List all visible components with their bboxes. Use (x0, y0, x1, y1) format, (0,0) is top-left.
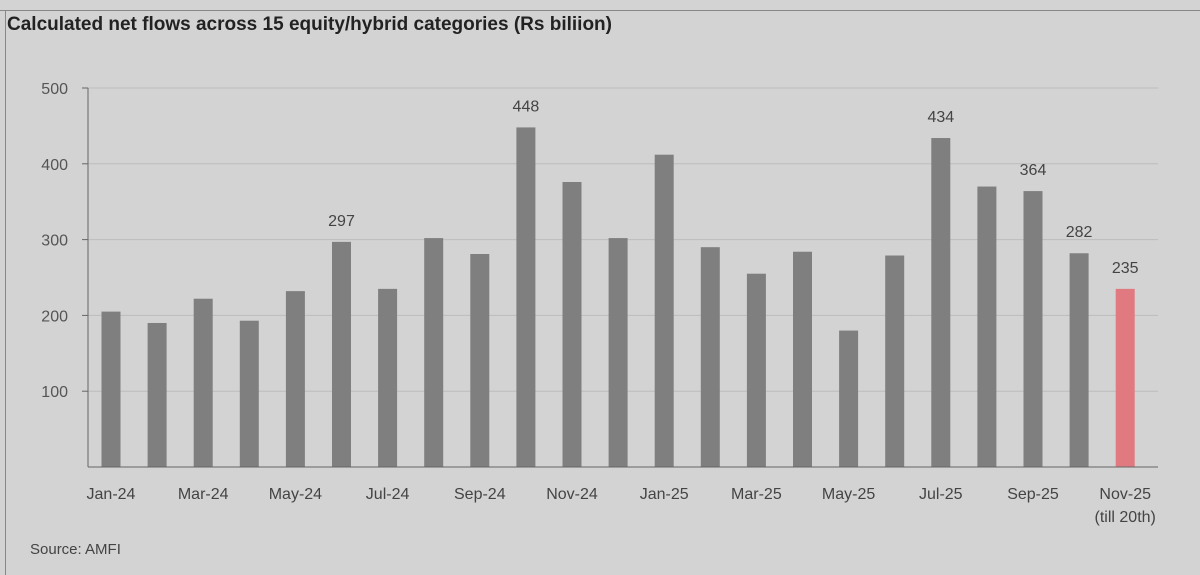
y-tick-label: 500 (41, 81, 68, 98)
bar (931, 138, 951, 467)
bar (977, 186, 997, 468)
bar (193, 298, 213, 467)
bar (1069, 253, 1089, 467)
x-tick-label: Nov-25 (1099, 486, 1151, 503)
x-tick-label: Nov-24 (546, 486, 598, 503)
x-tick-label: Sep-25 (1007, 486, 1059, 503)
data-label: 282 (1066, 224, 1093, 241)
x-tick-label: Sep-24 (454, 486, 506, 503)
x-tick-label: Mar-24 (178, 486, 229, 503)
bar (332, 241, 351, 467)
bar (285, 291, 305, 467)
bar (470, 254, 490, 467)
source-note: Source: AMFI (30, 541, 121, 558)
frame-top-border (0, 10, 1200, 11)
bar (793, 251, 812, 467)
x-tick-label: Mar-25 (731, 486, 782, 503)
bar-highlight (1115, 288, 1135, 467)
bar (654, 154, 674, 468)
x-tick-label: Jul-25 (919, 486, 963, 503)
chart-title: Calculated net flows across 15 equity/hy… (7, 14, 612, 35)
x-tick-label: Jan-25 (640, 486, 689, 503)
y-tick-label: 200 (41, 308, 68, 325)
x-tick-label: Jul-24 (366, 486, 410, 503)
bar (1023, 191, 1043, 467)
x-tick-label: May-24 (269, 486, 322, 503)
data-label: 364 (1020, 162, 1047, 179)
data-label: 434 (927, 109, 954, 126)
data-label: 297 (328, 213, 355, 230)
bar (239, 320, 259, 467)
y-tick-label: 400 (41, 157, 68, 174)
frame-left-border (5, 10, 6, 575)
bar (885, 255, 905, 467)
bar (378, 288, 398, 467)
x-tick-label: Jan-24 (87, 486, 136, 503)
bar (746, 273, 766, 467)
bar (424, 238, 444, 467)
bar (700, 247, 720, 467)
bar (147, 322, 167, 467)
data-label: 448 (513, 98, 540, 115)
x-tick-label: May-25 (822, 486, 875, 503)
y-tick-label: 100 (41, 384, 68, 401)
x-tick-note: (till 20th) (1095, 509, 1156, 526)
y-tick-label: 300 (41, 233, 68, 250)
data-label: 235 (1112, 260, 1139, 277)
bar (101, 311, 121, 467)
bar (839, 330, 859, 467)
bar (516, 127, 536, 467)
bar (562, 181, 582, 467)
bar (608, 238, 628, 467)
